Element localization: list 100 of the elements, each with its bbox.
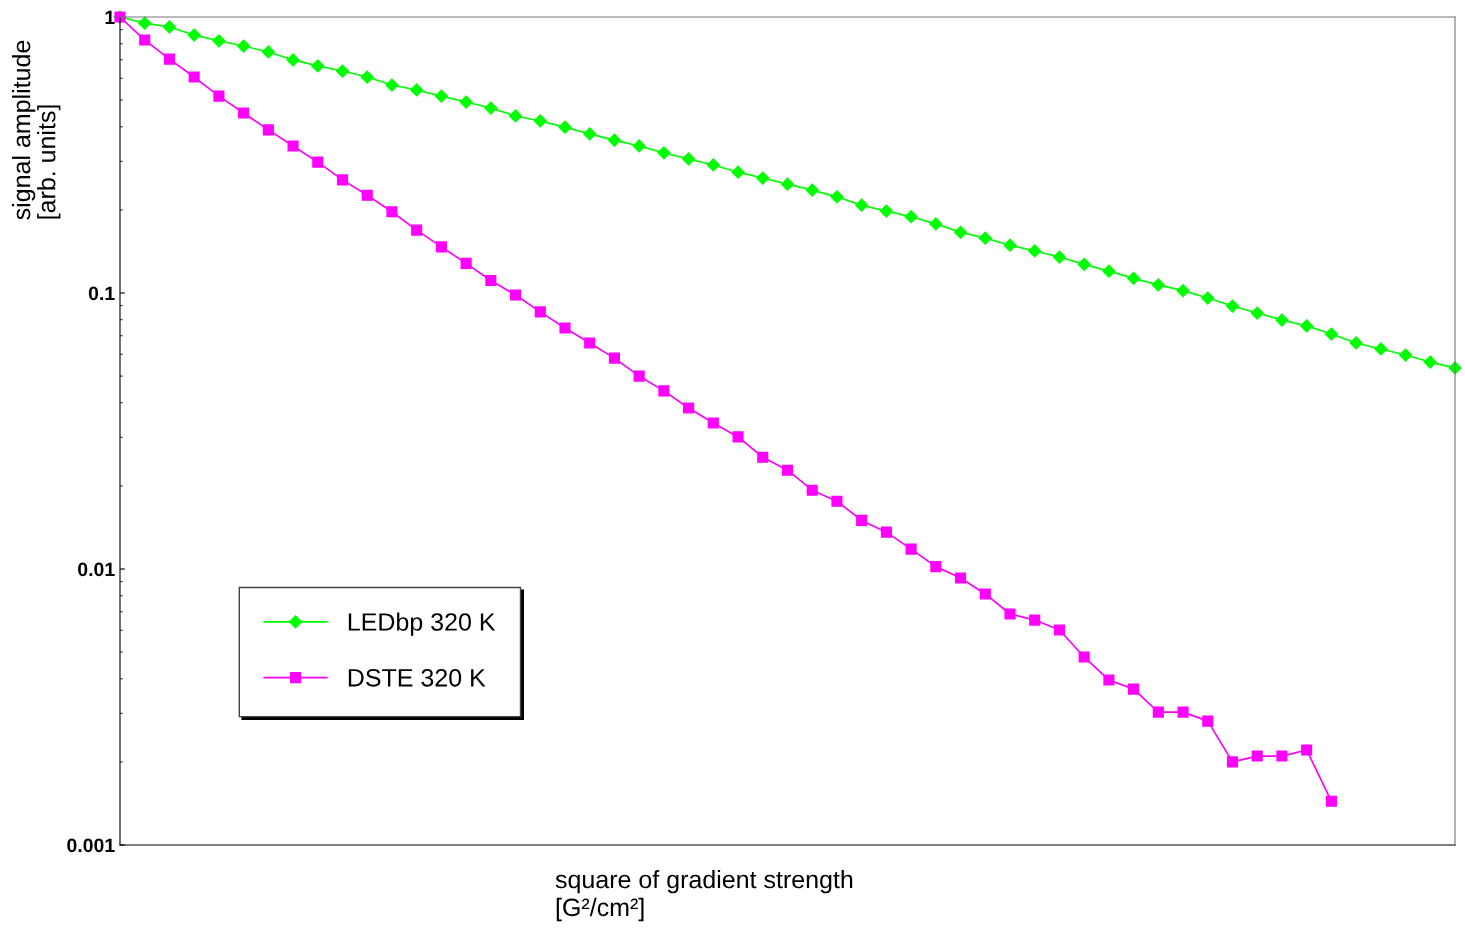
point [1324,327,1338,341]
y-tick-label: 0.01 [78,562,115,577]
point [830,190,844,204]
point [904,210,918,224]
point [930,561,942,573]
point [1301,744,1313,756]
point [1127,271,1141,285]
point [138,16,152,30]
point [1152,706,1164,718]
point [805,183,819,197]
point [1201,291,1215,305]
point [831,495,843,507]
point [410,83,424,97]
point [411,224,423,236]
point [1004,608,1016,620]
point [360,70,374,84]
point [1102,264,1116,278]
point [584,337,596,349]
legend-label: DSTE 320 K [348,668,486,687]
point [139,34,151,46]
point [361,189,373,201]
point [311,59,325,73]
point [162,20,177,34]
point [855,198,869,212]
point [1103,674,1115,686]
point [756,171,770,185]
point [806,484,818,496]
point [929,217,943,231]
point [1078,651,1090,663]
point [658,385,670,397]
point [781,464,794,476]
point [1423,355,1437,369]
point [1250,306,1264,320]
point [978,231,992,245]
point [707,417,719,429]
point [460,257,472,269]
point [533,114,547,128]
point [1398,348,1413,362]
point [238,107,250,119]
point [632,139,646,153]
point [657,146,671,160]
point [880,526,892,538]
point [434,89,448,103]
point [1275,313,1289,327]
point [484,101,498,115]
point [508,109,523,123]
point [683,402,695,414]
point [1349,336,1363,350]
point [1077,257,1091,271]
point [731,165,745,179]
point [1176,284,1190,298]
point [1225,299,1240,313]
point [485,274,497,287]
point [286,53,300,67]
legend-label: LEDbp 320 K [348,612,496,636]
point [608,352,621,364]
point [385,78,399,92]
point [459,95,473,109]
point [312,156,324,168]
point [212,34,226,48]
point [386,206,398,218]
point [1251,750,1263,762]
point [188,71,200,83]
point [607,133,622,147]
point [287,140,299,152]
point [1202,715,1214,727]
point [1052,250,1067,264]
point [682,152,696,166]
point [706,158,720,172]
point [261,45,275,59]
point [583,127,597,141]
y-tick-label: 0.1 [88,286,115,301]
point [187,28,201,42]
x-axis-title: square of gradient strength [G²/cm²] [555,870,853,922]
point [559,322,571,334]
point [1003,238,1017,252]
point [1029,614,1041,626]
point [435,241,447,253]
point [879,204,893,218]
point [1300,319,1314,333]
point [163,53,176,65]
point [237,39,251,53]
point [732,431,744,443]
point [1276,750,1288,762]
y-tick-label: 0.001 [67,838,115,853]
point [509,289,522,301]
point [1151,278,1165,292]
point [780,177,795,191]
y-axis-title: signal amplitude [arb. units] [12,40,61,220]
point [1226,756,1239,768]
point [757,451,769,463]
point [953,225,968,239]
point [633,370,645,382]
point [954,572,967,584]
point [1177,706,1189,718]
point [1325,795,1337,807]
point [1028,244,1042,258]
point [213,90,225,102]
point [558,120,572,134]
point [979,588,991,600]
